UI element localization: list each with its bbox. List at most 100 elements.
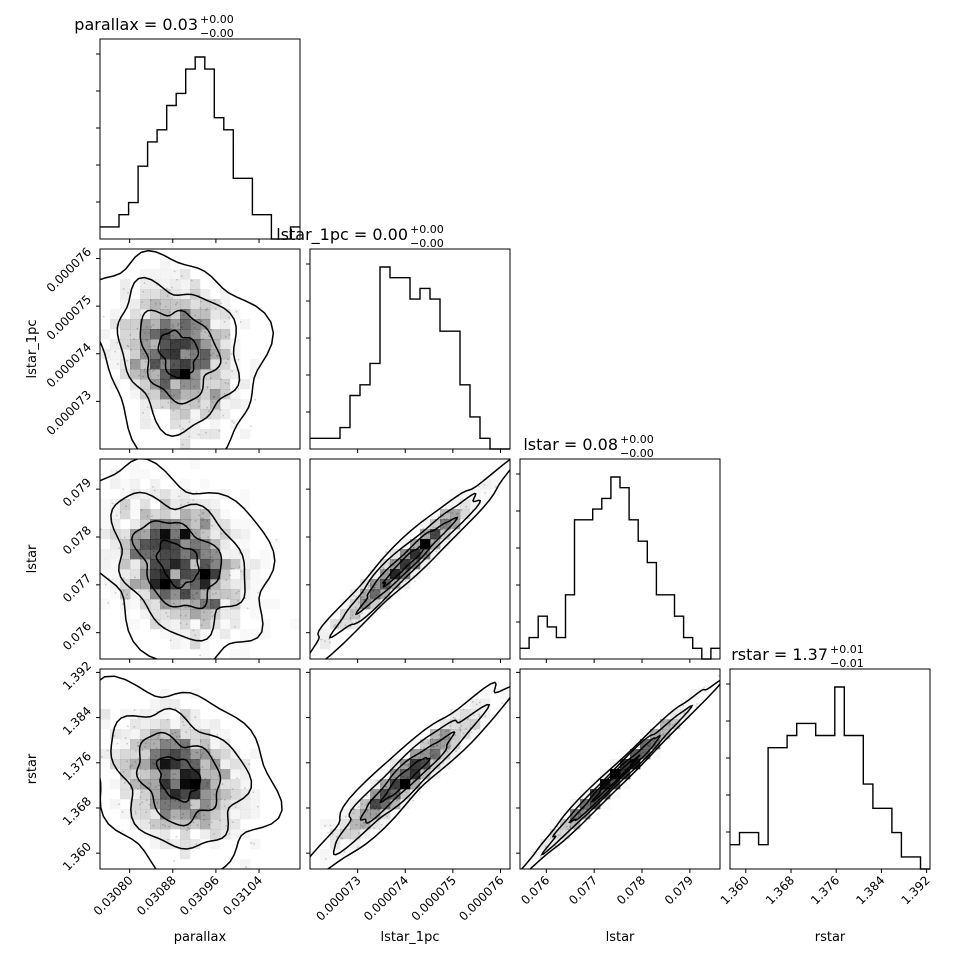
sample-point (158, 361, 161, 364)
sample-point (121, 811, 124, 813)
sample-point (137, 745, 140, 747)
x-tick-label: 1.368 (763, 873, 797, 907)
density-cell (170, 789, 181, 800)
density-cell (240, 809, 251, 820)
density-cell (460, 499, 471, 510)
sample-point (121, 830, 124, 832)
panel-frame (729, 668, 931, 870)
sample-point (197, 796, 200, 799)
sample-point (133, 779, 136, 781)
density-cell (370, 809, 381, 820)
density-cell (230, 829, 241, 840)
sample-point (183, 385, 186, 388)
density-cell (210, 329, 221, 340)
density-cell (110, 589, 120, 599)
sample-point (205, 563, 208, 566)
sample-point (212, 614, 215, 617)
sample-point (602, 788, 605, 790)
sample-point (202, 338, 204, 341)
sample-point (126, 344, 129, 347)
sample-point (375, 805, 378, 808)
sample-point (180, 325, 183, 328)
density-cell (190, 349, 201, 360)
sample-point (240, 570, 242, 573)
sample-point (179, 373, 182, 376)
density-cell (110, 339, 121, 350)
sample-point (250, 842, 253, 844)
sample-point (182, 743, 185, 746)
density-cell (190, 369, 201, 380)
density-cell (450, 519, 461, 530)
density-cell (120, 539, 131, 550)
sample-point (186, 769, 188, 772)
density-cell (220, 799, 231, 810)
sample-point (206, 406, 209, 409)
sample-point (156, 579, 158, 582)
sample-point (432, 759, 435, 762)
density-cell (170, 549, 181, 560)
histogram-step-line (520, 476, 720, 660)
density-cell (450, 529, 461, 540)
sample-point (223, 805, 226, 808)
density-cell (180, 639, 190, 649)
density-cell (200, 599, 211, 610)
sample-point (171, 297, 174, 299)
sample-point (198, 767, 201, 769)
sample-point (141, 749, 144, 751)
sample-point (174, 799, 177, 802)
density-cell (200, 609, 211, 620)
sample-point (198, 514, 201, 517)
sample-point (197, 433, 200, 436)
density-cell (210, 589, 221, 600)
histogram-title-upper-error: +0.00 (410, 223, 444, 236)
sample-point (188, 591, 191, 594)
sample-point (168, 520, 171, 523)
sample-point (202, 787, 204, 790)
sample-point (191, 600, 194, 603)
sample-point (399, 797, 402, 800)
panel-frame (99, 458, 301, 660)
sample-point (169, 787, 171, 789)
sample-point (178, 495, 180, 498)
sample-point (643, 751, 645, 754)
sample-point (154, 785, 157, 788)
density-cell (180, 329, 191, 340)
density-cell (170, 279, 181, 290)
sample-point (638, 746, 640, 748)
density-cell (190, 299, 201, 310)
sample-point (437, 531, 439, 533)
density-cell (200, 819, 211, 830)
sample-point (432, 745, 435, 748)
sample-point (232, 821, 234, 824)
sample-point (194, 532, 197, 535)
sample-point (349, 619, 352, 622)
sample-point (188, 353, 191, 356)
sample-point (329, 824, 332, 827)
density-cell (220, 809, 231, 820)
sample-point (361, 612, 363, 615)
density-cell (230, 619, 241, 630)
sample-point (137, 741, 139, 744)
sample-point (123, 536, 126, 539)
density-cell (180, 379, 191, 390)
sample-point (200, 754, 203, 757)
density-cell (170, 749, 181, 760)
density-cell (160, 369, 171, 380)
sample-point (232, 422, 235, 424)
density-cell (180, 439, 191, 449)
sample-point (394, 795, 397, 798)
sample-point (182, 813, 184, 815)
sample-point (159, 553, 161, 556)
sample-point (435, 745, 438, 747)
density-cell (170, 699, 181, 710)
sample-point (437, 531, 440, 534)
density-cell (250, 559, 261, 570)
sample-point (202, 589, 205, 592)
sample-point (106, 749, 109, 752)
sample-point (130, 349, 133, 351)
sample-point (403, 563, 405, 566)
density-cell (150, 389, 161, 400)
sample-point (218, 692, 220, 694)
density-cell (120, 749, 131, 760)
density-cell (230, 789, 241, 800)
